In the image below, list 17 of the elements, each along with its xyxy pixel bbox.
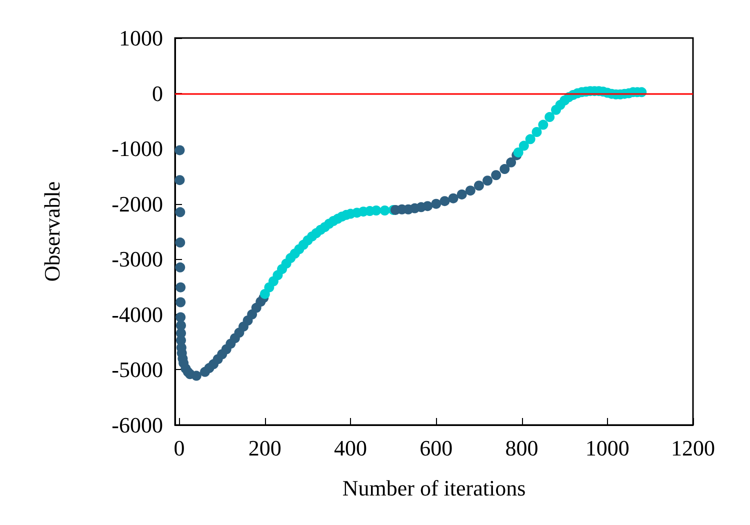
x-axis-title: Number of iterations [342, 476, 526, 500]
y-tick-label: -1000 [112, 136, 163, 162]
y-tick-label: 0 [152, 80, 163, 106]
x-tick-label: 400 [334, 436, 368, 460]
x-tick-label: 1000 [585, 436, 630, 460]
y-tick-label: -6000 [112, 412, 163, 438]
y-tick-label: -2000 [112, 191, 163, 216]
y-axis-title: Observable [40, 181, 64, 282]
y-tick-label: 1000 [119, 26, 163, 50]
y-tick-label: -3000 [112, 246, 163, 272]
x-tick-label: 200 [248, 436, 282, 460]
x-tick-label: 1200 [671, 436, 715, 460]
x-tick-label: 800 [505, 436, 538, 460]
x-tick-label: 0 [174, 436, 185, 460]
x-tick-label: 600 [420, 436, 453, 460]
y-tick-label: -5000 [112, 357, 163, 382]
y-tick-label: -4000 [112, 302, 163, 327]
